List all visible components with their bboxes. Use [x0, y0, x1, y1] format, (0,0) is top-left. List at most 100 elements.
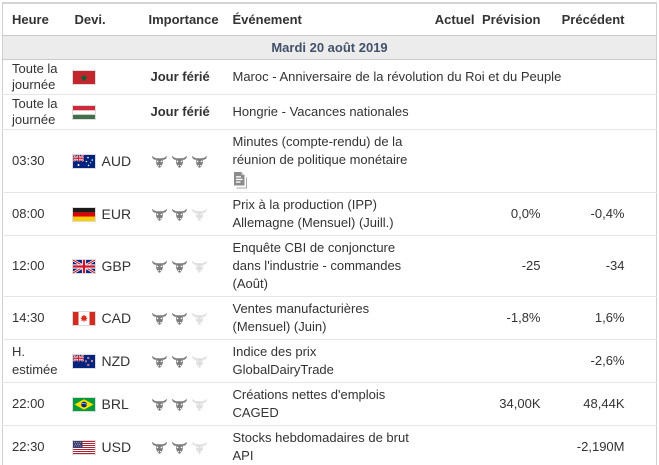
- flag-brazil-icon: [71, 396, 96, 412]
- currency-code[interactable]: CAD: [101, 310, 132, 327]
- event-label[interactable]: Stocks hebdomadaires de brut API: [232, 430, 409, 463]
- importance-bull-icon: [191, 155, 208, 169]
- report-document-icon[interactable]: [233, 172, 427, 189]
- currency-code[interactable]: USD: [101, 439, 132, 456]
- flag-uk-icon: [71, 258, 96, 274]
- importance-bull-icon: [191, 398, 208, 412]
- holiday-row: Toute la journée Jour férié Hongrie - Vaca…: [2, 94, 657, 130]
- actual-value: [426, 235, 477, 297]
- col-header-importance: Importance: [146, 3, 231, 36]
- event-time: Toute la journée: [2, 94, 73, 130]
- row-spacer: [626, 192, 657, 236]
- flag-new-zealand-icon: [71, 353, 96, 369]
- forecast-value: [476, 425, 543, 465]
- event-label[interactable]: Minutes (compte-rendu) de la réunion de …: [232, 134, 408, 167]
- importance-bull-icon: [151, 155, 168, 169]
- col-header-devise: Devi.: [72, 3, 147, 36]
- importance-bull-icon: [191, 441, 208, 455]
- event-row: 03:30 AUD Minutes (compte-rendu) de la réu…: [2, 129, 657, 193]
- currency-code[interactable]: EUR: [101, 206, 132, 223]
- holiday-row: Toute la journée Jour férié Maroc - Annive…: [2, 59, 657, 95]
- event-row: 14:30 CAD Ventes manufacturières (Mensuel)…: [2, 296, 657, 340]
- table-header-row: Heure Devi. Importance Événement Actuel …: [2, 3, 657, 36]
- forecast-value: [476, 339, 543, 383]
- event-time: H. estimée: [2, 339, 73, 383]
- currency-code[interactable]: AUD: [101, 153, 132, 170]
- currency-code[interactable]: NZD: [101, 353, 131, 370]
- previous-value: -34: [542, 235, 627, 297]
- col-header-precedent: Précédent: [542, 3, 627, 36]
- actual-value: [426, 296, 477, 340]
- event-time: 14:30: [2, 296, 73, 340]
- event-label[interactable]: Créations nettes d'emplois CAGED: [232, 387, 386, 420]
- holiday-label: Jour férié: [150, 104, 210, 119]
- event-label[interactable]: Indice des prix GlobalDairyTrade: [232, 344, 334, 377]
- importance-bull-icon: [171, 312, 188, 326]
- actual-value: [426, 425, 477, 465]
- previous-value: 1,6%: [542, 296, 627, 340]
- event-row: 12:00 GBP Enquête CBI de conjoncture dans …: [2, 235, 657, 297]
- event-time: 08:00: [2, 192, 73, 236]
- flag-hungary-icon: [71, 105, 96, 121]
- col-header-heure: Heure: [2, 3, 73, 36]
- importance-bull-icon: [171, 260, 188, 274]
- event-row: 08:00 EUR Prix à la production (IPP) Allem…: [2, 192, 657, 236]
- importance-bull-icon: [191, 312, 208, 326]
- event-label[interactable]: Ventes manufacturières (Mensuel) (Juin): [232, 301, 370, 334]
- event-label[interactable]: Hongrie - Vacances nationales: [232, 104, 409, 119]
- importance-bull-icon: [151, 260, 168, 274]
- flag-canada-icon: [71, 310, 96, 326]
- importance-bull-icon: [171, 208, 188, 222]
- date-label: Mardi 20 août 2019: [2, 35, 657, 60]
- event-time: 22:00: [2, 382, 73, 426]
- importance-bull-icon: [191, 260, 208, 274]
- event-label[interactable]: Enquête CBI de conjoncture dans l'indust…: [232, 240, 402, 291]
- importance-bull-icon: [151, 355, 168, 369]
- row-spacer: [626, 425, 657, 465]
- importance-bull-icon: [191, 355, 208, 369]
- date-row: Mardi 20 août 2019: [2, 35, 657, 60]
- event-time: 03:30: [2, 129, 73, 193]
- event-label[interactable]: Maroc - Anniversaire de la révolution du…: [232, 69, 562, 84]
- importance-bull-icon: [171, 398, 188, 412]
- forecast-value: [476, 129, 543, 193]
- previous-value: 48,44K: [542, 382, 627, 426]
- col-header-actuel: Actuel: [426, 3, 477, 36]
- event-time: 12:00: [2, 235, 73, 297]
- event-label[interactable]: Prix à la production (IPP) Allemagne (Me…: [232, 197, 394, 230]
- event-row: H. estimée NZD Indice des prix GlobalDairy…: [2, 339, 657, 383]
- previous-value: -2,6%: [542, 339, 627, 383]
- importance-bull-icon: [171, 355, 188, 369]
- row-spacer: [626, 296, 657, 340]
- row-spacer: [626, 235, 657, 297]
- importance-bull-icon: [151, 312, 168, 326]
- previous-value: -2,190M: [542, 425, 627, 465]
- actual-value: [426, 382, 477, 426]
- event-row: 22:30 USD Stocks hebdomadaires de brut API…: [2, 425, 657, 465]
- previous-value: [542, 129, 627, 193]
- flag-usa-icon: [71, 439, 96, 455]
- row-spacer: [626, 129, 657, 193]
- row-spacer: [626, 339, 657, 383]
- row-spacer: [626, 382, 657, 426]
- previous-value: -0,4%: [542, 192, 627, 236]
- importance-bull-icon: [171, 155, 188, 169]
- forecast-value: 0,0%: [476, 192, 543, 236]
- col-header-evenement: Événement: [230, 3, 427, 36]
- flag-morocco-icon: [71, 70, 96, 86]
- event-row: 22:00 BRL Créations nettes d'emplois CAGED…: [2, 382, 657, 426]
- currency-code[interactable]: GBP: [101, 258, 132, 275]
- importance-bull-icon: [171, 441, 188, 455]
- forecast-value: 34,00K: [476, 382, 543, 426]
- currency-code[interactable]: BRL: [101, 396, 129, 413]
- holiday-label: Jour férié: [150, 69, 210, 84]
- forecast-value: -1,8%: [476, 296, 543, 340]
- flag-germany-icon: [71, 206, 96, 222]
- flag-australia-icon: [71, 153, 96, 169]
- importance-bull-icon: [151, 208, 168, 222]
- actual-value: [426, 192, 477, 236]
- forecast-value: -25: [476, 235, 543, 297]
- actual-value: [426, 339, 477, 383]
